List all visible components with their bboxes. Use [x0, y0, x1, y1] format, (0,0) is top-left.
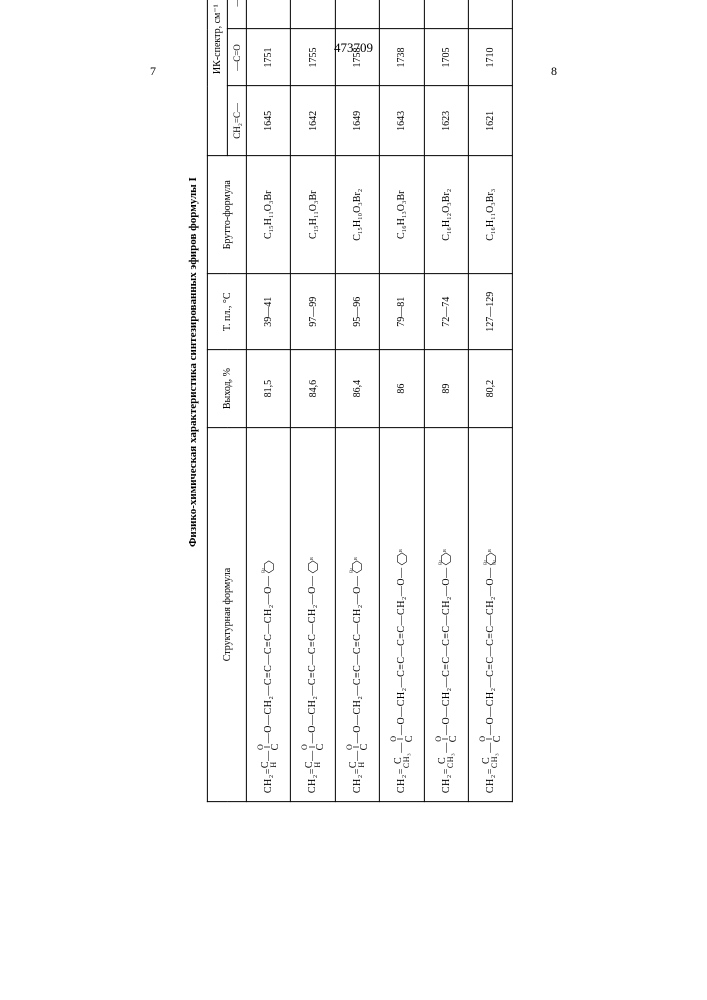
cell-brutto: C₁₅H₁₁O₃Br — [291, 156, 335, 274]
cell-yield: 86 — [380, 350, 424, 428]
cell-ir1: 1642 — [291, 86, 335, 156]
cell-formula: CH₂=CH—O‖C—O—CH₂—C≡C—C≡C—CH₂—O— Br — [291, 427, 335, 801]
header-melting-point: Т. пл., °С — [207, 274, 246, 350]
cell-ir2: 1755 — [291, 29, 335, 86]
cell-yield: 89 — [424, 350, 468, 428]
svg-text:Br: Br — [442, 549, 447, 552]
cell-brutto: C₁₆H₁₃O₃Br — [380, 156, 424, 274]
header-ir-spectrum: ИК-спектр, см⁻¹ — [207, 0, 227, 156]
table-row: CH₂=CH—O‖C—O—CH₂—C≡C—C≡C—CH₂—O— Br 81,5 … — [246, 0, 290, 802]
cell-ir1: 1621 — [468, 86, 512, 156]
header-yield: Выход, % — [207, 350, 246, 428]
cell-formula: CH₂=CCH₃—O‖C—O—CH₂—C≡C—C≡C—CH₂—O— BrBr — [424, 427, 468, 801]
svg-text:Br: Br — [398, 549, 403, 552]
cell-ir1: 1623 — [424, 86, 468, 156]
cell-mp: 72—74 — [424, 274, 468, 350]
cell-yield: 86,4 — [335, 350, 379, 428]
cell-ir2: 1738 — [380, 29, 424, 86]
cell-ir3: 2188 — [424, 0, 468, 29]
header-ir-col2: —C=O — [227, 29, 246, 86]
table-row: CH₂=CH—O‖C—O—CH₂—C≡C—C≡C—CH₂—O— BrBr 86,… — [335, 0, 379, 802]
svg-text:Br: Br — [482, 560, 487, 565]
cell-ir3: 2187 — [335, 0, 379, 29]
page-right: 8 — [551, 64, 557, 79]
cell-brutto: C₁₆H₁₁O₃Br₃ — [468, 156, 512, 274]
svg-text:Br: Br — [353, 558, 358, 561]
cell-mp: 79—81 — [380, 274, 424, 350]
cell-yield: 81,5 — [246, 350, 290, 428]
cell-yield: 80,2 — [468, 350, 512, 428]
cell-brutto: C₁₆H₁₂O₃Br₂ — [424, 156, 468, 274]
data-table: Структурная формула Выход, % Т. пл., °С … — [207, 0, 513, 802]
cell-formula: CH₂=CH—O‖C—O—CH₂—C≡C—C≡C—CH₂—O— Br — [246, 427, 290, 801]
svg-text:Br: Br — [349, 568, 354, 573]
cell-ir3: 2165 — [380, 0, 424, 29]
cell-ir1: 1645 — [246, 86, 290, 156]
svg-text:Br: Br — [261, 568, 266, 573]
table-row: CH₂=CH—O‖C—O—CH₂—C≡C—C≡C—CH₂—O— Br 84,6 … — [291, 0, 335, 802]
svg-text:Br: Br — [486, 549, 491, 552]
cell-ir3: 2185 — [246, 0, 290, 29]
svg-text:Br: Br — [309, 558, 314, 561]
cell-mp: 97—99 — [291, 274, 335, 350]
page-left: 7 — [150, 64, 156, 79]
svg-text:Br: Br — [491, 560, 496, 565]
cell-mp: 95—96 — [335, 274, 379, 350]
cell-formula: CH₂=CCH₃—O‖C—O—CH₂—C≡C—C≡C—CH₂—O— Br — [380, 427, 424, 801]
cell-ir2: 1751 — [246, 29, 290, 86]
header-ir-col3: —C≡C—C≡C— — [227, 0, 246, 29]
header-ir-col1: CH₂=C— — [227, 86, 246, 156]
table-row: CH₂=CCH₃—O‖C—O—CH₂—C≡C—C≡C—CH₂—O— BrBrBr… — [468, 0, 512, 802]
cell-mp: 127—129 — [468, 274, 512, 350]
table-row: CH₂=CCH₃—O‖C—O—CH₂—C≡C—C≡C—CH₂—O— Br 86 … — [380, 0, 424, 802]
cell-yield: 84,6 — [291, 350, 335, 428]
cell-brutto: C₁₅H₁₀O₃Br₂ — [335, 156, 379, 274]
svg-text:Br: Br — [438, 560, 443, 565]
header-structural-formula: Структурная формула — [207, 427, 246, 801]
cell-ir1: 1649 — [335, 86, 379, 156]
cell-ir2: 1705 — [424, 29, 468, 86]
table-row: CH₂=CCH₃—O‖C—O—CH₂—C≡C—C≡C—CH₂—O— BrBr 8… — [424, 0, 468, 802]
table-title: Физико-химическая характеристика синтези… — [187, 0, 199, 802]
cell-brutto: C₁₅H₁₁O₃Br — [246, 156, 290, 274]
cell-ir3: 2190 — [291, 0, 335, 29]
cell-ir2: 1758 — [335, 29, 379, 86]
header-brutto: Брутто-формула — [207, 156, 246, 274]
cell-formula: CH₂=CH—O‖C—O—CH₂—C≡C—C≡C—CH₂—O— BrBr — [335, 427, 379, 801]
cell-ir2: 1710 — [468, 29, 512, 86]
cell-formula: CH₂=CCH₃—O‖C—O—CH₂—C≡C—C≡C—CH₂—O— BrBrBr — [468, 427, 512, 801]
cell-ir3: 2183 — [468, 0, 512, 29]
cell-ir1: 1643 — [380, 86, 424, 156]
cell-mp: 39—41 — [246, 274, 290, 350]
